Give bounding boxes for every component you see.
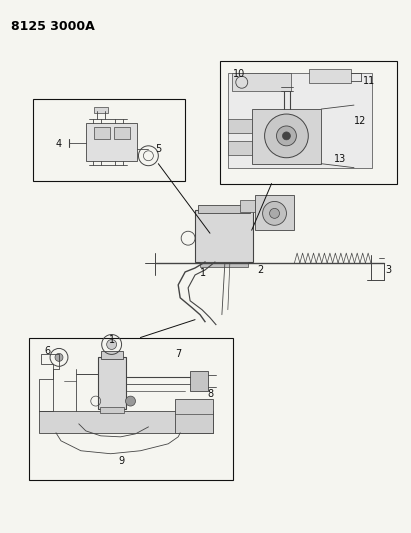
Bar — [255, 196, 294, 230]
Bar — [228, 74, 372, 168]
Text: 12: 12 — [354, 116, 366, 126]
Bar — [29, 337, 233, 480]
Text: 7: 7 — [175, 350, 181, 359]
Text: 3: 3 — [386, 265, 392, 275]
Bar — [309, 69, 351, 83]
Circle shape — [55, 353, 63, 361]
Circle shape — [263, 201, 286, 225]
Circle shape — [282, 132, 291, 140]
Bar — [175, 399, 213, 433]
Bar — [113, 127, 129, 139]
Bar — [86, 123, 137, 161]
Text: 4: 4 — [56, 139, 62, 149]
Circle shape — [125, 396, 136, 406]
Bar — [240, 200, 265, 212]
Bar — [100, 407, 124, 413]
Circle shape — [270, 208, 279, 219]
Text: 1: 1 — [200, 268, 206, 278]
Bar — [232, 74, 291, 91]
Text: 10: 10 — [233, 69, 245, 79]
Bar — [94, 127, 110, 139]
Bar — [190, 372, 208, 391]
Bar — [94, 107, 108, 113]
Text: 11: 11 — [363, 76, 375, 86]
Bar — [252, 109, 321, 164]
Bar — [101, 351, 122, 359]
Bar — [200, 262, 248, 267]
Circle shape — [265, 114, 308, 158]
Bar — [98, 358, 125, 409]
Text: 8: 8 — [207, 389, 213, 399]
Bar — [228, 119, 252, 133]
Text: 6: 6 — [44, 346, 50, 357]
Text: 1: 1 — [109, 335, 115, 344]
Bar — [198, 205, 250, 213]
Text: 2: 2 — [258, 265, 264, 275]
Bar — [228, 141, 252, 155]
Bar — [39, 411, 213, 433]
Bar — [220, 61, 397, 183]
Text: 13: 13 — [334, 154, 346, 164]
Text: 5: 5 — [155, 144, 162, 154]
Bar — [33, 99, 185, 181]
Circle shape — [107, 340, 117, 350]
Bar — [195, 211, 253, 262]
Circle shape — [277, 126, 296, 146]
Text: 9: 9 — [119, 456, 125, 466]
Text: 8125 3000A: 8125 3000A — [12, 20, 95, 33]
